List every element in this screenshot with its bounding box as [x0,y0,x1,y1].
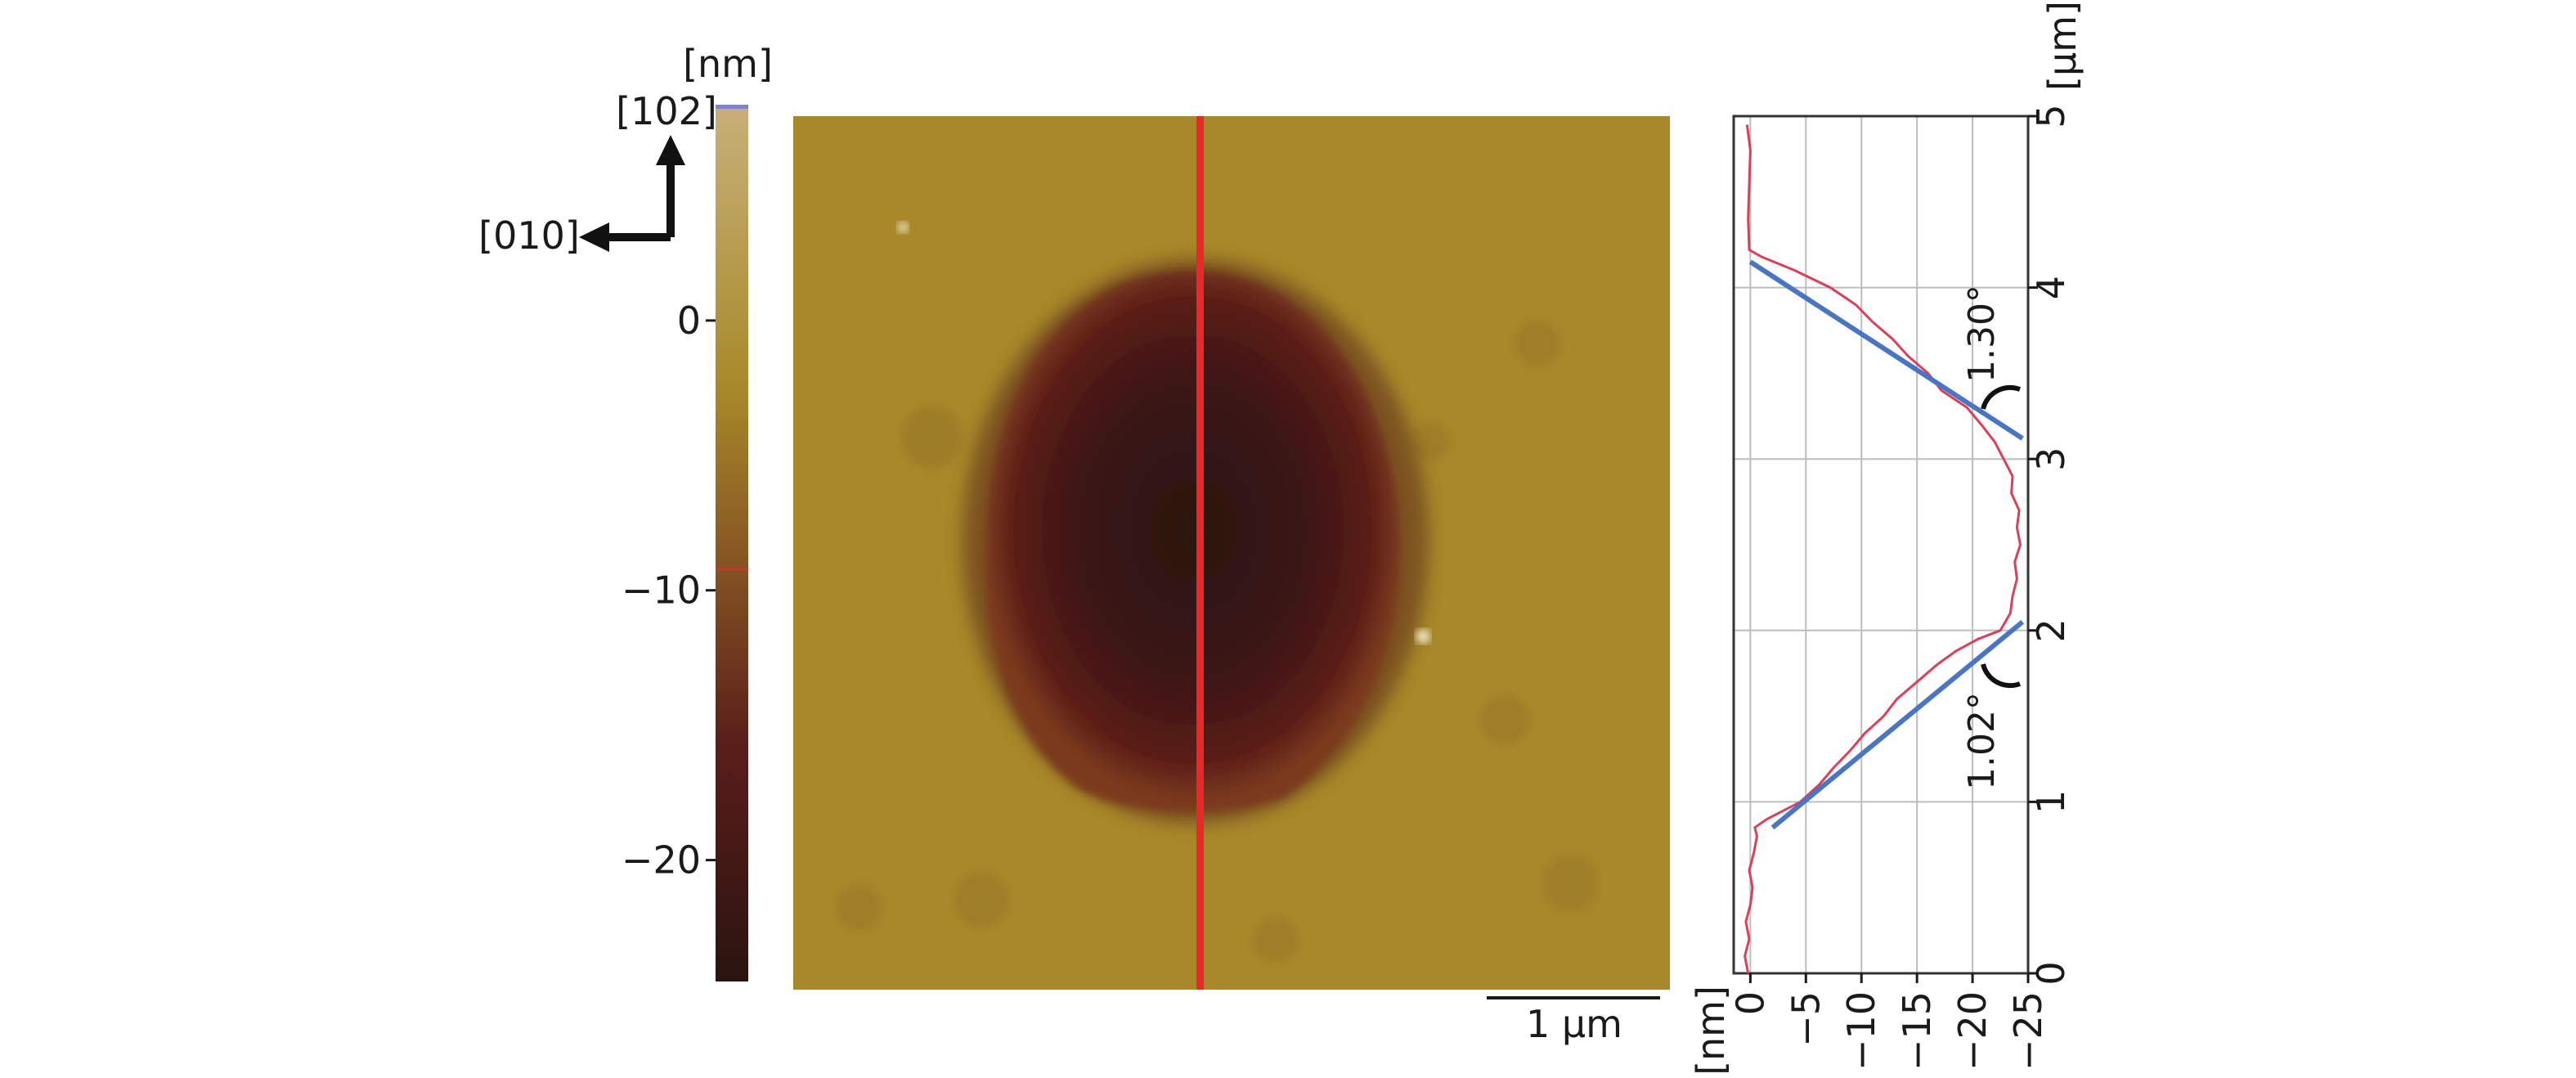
arrow-up-head [656,135,685,165]
profile-y-tick-label: 5 [2029,104,2073,128]
profile-y-tick-label: 3 [2029,447,2073,471]
profile-y-tick-label: 2 [2029,618,2073,642]
angle-label-lower: 1.02° [1961,692,2003,790]
profile-x-ticks: 0 −5 −10 −15 −20 −25 [1728,973,2050,1071]
scale-bar-label: 1 µm [1526,1002,1622,1046]
afm-height-image [793,116,1670,990]
profile-x-tick-label: −20 [1950,991,1995,1071]
colorbar-tick-label: −10 [622,568,701,613]
angle-arc-lower [1981,663,2022,689]
profile-x-tick-label: 0 [1728,991,1772,1015]
direction-label-vertical: [102] [616,89,717,133]
colorbar-unit-label: [nm] [683,42,773,86]
profile-y-tick-label: 4 [2029,276,2073,299]
colorbar-tick-label: 0 [677,299,701,343]
angle-arc-upper [1981,384,2022,410]
colorbar-red-marker [716,568,748,570]
angle-label-upper: 1.30° [1961,285,2003,383]
profile-x-tick-label: −15 [1895,991,1939,1071]
profile-fit-lines [1748,259,2025,830]
scale-bar: 1 µm [1487,996,1660,1046]
profile-x-tick-label: −10 [1839,991,1883,1071]
profile-frame [1732,115,2030,975]
profile-grid [1734,115,2029,974]
colorbar-top-marker [716,105,748,109]
afm-texture-spots [836,321,1598,963]
colorbar-tick-label: −20 [622,838,701,883]
profile-y-tick-label: 1 [2029,790,2073,814]
direction-label-horizontal: [010] [478,213,580,258]
profile-height-trace [1744,124,2022,974]
colorbar-gradient [716,105,748,981]
surface-particle-1 [897,222,909,233]
angle-arcs [1981,384,2022,689]
arrow-lines [605,162,675,241]
arrow-left-head [579,222,609,252]
colorbar: [nm] 0 −10 −20 [622,42,773,981]
profile-fit-line [1748,259,2024,441]
profile-y-unit: [µm] [2040,1,2085,91]
line-profile-marker [1196,116,1204,990]
profile-x-unit: [nm] [1689,986,1733,1076]
profile-fit-line [1770,620,2025,830]
profile-x-tick-label: −5 [1784,991,1828,1047]
profile-x-tick-label: −25 [2006,991,2050,1071]
colorbar-ticks: 0 −10 −20 [622,299,716,883]
crystal-direction-arrows: [102] [010] [478,89,717,258]
profile-y-tick-label: 0 [2029,961,2073,985]
surface-particle-2 [1416,629,1430,644]
profile-y-ticks: 0 1 2 3 4 5 [2028,104,2073,986]
etch-pit [985,270,1401,812]
